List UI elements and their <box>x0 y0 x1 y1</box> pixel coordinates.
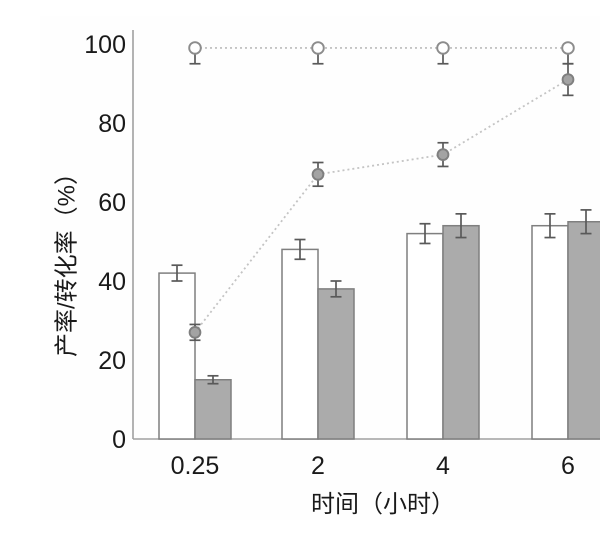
open-circle-series-marker <box>561 41 575 55</box>
filled-circle-series-marker <box>561 73 575 86</box>
x-tick-label: 2 <box>311 452 325 480</box>
gray-bar-series-bar <box>317 288 355 440</box>
y-tick-label: 20 <box>98 347 126 375</box>
y-tick-label: 60 <box>98 189 126 217</box>
x-axis-title: 时间（小时） <box>311 491 455 518</box>
filled-circle-series-line <box>194 78 569 333</box>
x-tick-label: 6 <box>561 452 575 480</box>
open-circle-series-marker <box>188 41 202 55</box>
filled-circle-series-marker <box>311 168 325 181</box>
gray-bar-series-bar <box>567 221 600 440</box>
plot-area: 0 20 40 60 80 100 0.25 2 4 6 <box>84 30 600 480</box>
white-bar-series-bar <box>406 232 444 440</box>
white-bar-series-bar <box>281 248 319 440</box>
filled-circle-series-marker <box>188 326 202 339</box>
white-bar-series-bar <box>158 272 196 440</box>
y-tick-label: 100 <box>84 31 126 59</box>
filled-circle-series-marker <box>436 148 450 161</box>
open-circle-series-marker <box>436 41 450 55</box>
y-axis-title: 产率/转化率（%） <box>53 160 81 358</box>
y-tick-label: 0 <box>112 426 126 454</box>
y-tick-label: 80 <box>98 110 126 138</box>
chart-figure: 0 20 40 60 80 100 0.25 2 4 6 产率/转化率（%） 时间（小时） <box>40 16 600 520</box>
y-tick-label: 40 <box>98 268 126 296</box>
white-bar-series-bar <box>531 224 569 440</box>
x-tick-label: 4 <box>436 452 450 480</box>
gray-bar-series-bar <box>442 224 480 440</box>
gray-bar-series-bar <box>194 379 232 440</box>
x-tick-label: 0.25 <box>171 452 220 480</box>
open-circle-series-marker <box>311 41 325 55</box>
